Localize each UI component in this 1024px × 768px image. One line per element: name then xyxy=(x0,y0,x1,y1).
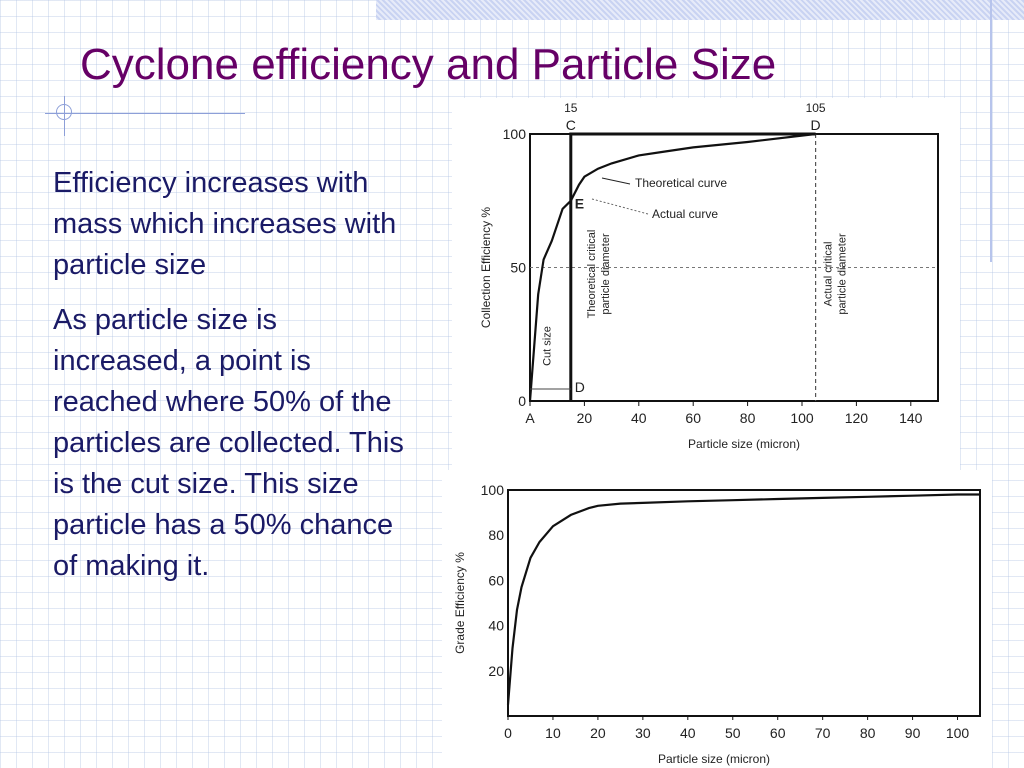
actual-curve-pointer xyxy=(591,198,649,215)
x-tick-label: 120 xyxy=(845,410,869,426)
y-tick-label: 80 xyxy=(488,527,504,543)
decorative-top-bar xyxy=(376,0,1024,20)
x-tick-label: 140 xyxy=(899,410,923,426)
actual-critical-line1: Actual critical xyxy=(823,242,835,307)
theoretical-critical-label: Theoretical critical particle diameter xyxy=(586,230,612,319)
grade-efficiency-curve xyxy=(506,493,980,705)
decorative-right-line xyxy=(990,0,992,262)
slide-body: Efficiency increases with mass which inc… xyxy=(53,163,413,601)
x-tick-label: 20 xyxy=(590,725,606,741)
decorative-horizontal-rule xyxy=(45,113,245,114)
point-label-e: E xyxy=(575,195,584,211)
x-axis-label: Particle size (micron) xyxy=(688,437,800,451)
y-tick-label: 100 xyxy=(481,482,505,498)
x-tick-label: 30 xyxy=(635,725,651,741)
x-tick-label: 60 xyxy=(685,410,701,426)
actual-curve-label: Actual curve xyxy=(652,207,718,221)
top-label-15: 15 xyxy=(564,101,578,115)
y-tick-label: 0 xyxy=(518,393,526,409)
x-tick-label: 40 xyxy=(631,410,647,426)
actual-critical-label: Actual critical particle diameter xyxy=(823,233,849,315)
x-tick-label: 70 xyxy=(815,725,831,741)
y-axis-label: Grade Efficiency % xyxy=(453,552,467,654)
theoretical-curve-label: Theoretical curve xyxy=(635,176,727,190)
x-tick-label: 100 xyxy=(946,725,970,741)
decorative-circle xyxy=(56,104,72,120)
actual-critical-line2: particle diameter xyxy=(837,233,849,315)
x-tick-label: 90 xyxy=(905,725,921,741)
theoretical-curve-pointer xyxy=(601,177,631,185)
x-tick-label: 20 xyxy=(577,410,593,426)
x-tick-label: 50 xyxy=(725,725,741,741)
theoretical-critical-line2: particle diameter xyxy=(600,233,612,315)
slide-title: Cyclone efficiency and Particle Size xyxy=(80,40,777,89)
point-label-d-bottom: D xyxy=(575,379,585,395)
paragraph-efficiency: Efficiency increases with mass which inc… xyxy=(53,167,397,281)
point-label-c: C xyxy=(566,117,576,133)
theoretical-critical-line1: Theoretical critical xyxy=(586,230,598,319)
cut-size-label: Cut size xyxy=(541,326,553,366)
x-tick-label: 100 xyxy=(790,410,814,426)
y-tick-label: 60 xyxy=(488,572,504,588)
y-tick-label: 50 xyxy=(510,260,526,276)
y-axis-label: Collection Efficiency % xyxy=(479,207,493,328)
x-tick-label: 0 xyxy=(504,725,512,741)
x-tick-label: 60 xyxy=(770,725,786,741)
y-tick-label: 40 xyxy=(488,618,504,634)
x-tick-label: A xyxy=(525,410,535,426)
plot-frame xyxy=(507,489,981,717)
y-tick-label: 20 xyxy=(488,663,504,679)
x-axis-label: Particle size (micron) xyxy=(658,752,770,766)
grade-efficiency-chart: 0 10 20 30 40 50 60 70 80 90 100 20 40 60 80 100 Particl… xyxy=(442,470,992,768)
point-label-d-top: D xyxy=(811,117,821,133)
x-tick-label: 80 xyxy=(860,725,876,741)
top-label-105: 105 xyxy=(806,101,826,115)
paragraph-cut-size: As particle size is increased, a point i… xyxy=(53,304,404,582)
x-tick-label: 10 xyxy=(545,725,561,741)
actual-curve xyxy=(528,132,816,402)
theoretical-curve xyxy=(569,132,816,401)
x-tick-label: 40 xyxy=(680,725,696,741)
collection-efficiency-chart: A 20 40 60 80 100 120 140 0 50 100 Particle size (m… xyxy=(452,98,960,470)
x-tick-label: 80 xyxy=(740,410,756,426)
y-tick-label: 100 xyxy=(503,126,527,142)
